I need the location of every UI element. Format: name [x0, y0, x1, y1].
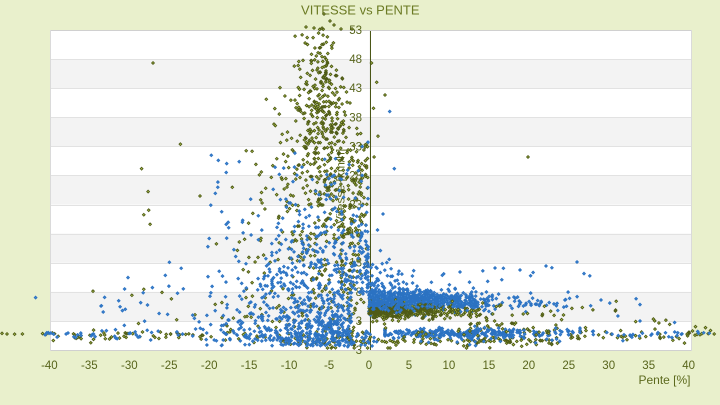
svg-text:VITESSE vs PENTE: VITESSE vs PENTE	[301, 3, 420, 18]
svg-text:-25: -25	[161, 360, 178, 372]
svg-text:5: 5	[406, 360, 412, 372]
svg-text:30: 30	[602, 360, 615, 372]
svg-text:-15: -15	[241, 360, 258, 372]
svg-text:10: 10	[443, 360, 456, 372]
svg-text:48: 48	[349, 54, 362, 66]
svg-text:-10: -10	[281, 360, 298, 372]
svg-text:15: 15	[483, 360, 496, 372]
svg-text:20: 20	[522, 360, 535, 372]
svg-text:3: 3	[356, 345, 362, 357]
svg-text:0: 0	[366, 360, 372, 372]
svg-text:-35: -35	[81, 360, 98, 372]
svg-text:-40: -40	[41, 360, 58, 372]
svg-text:53: 53	[349, 25, 362, 37]
svg-text:-5: -5	[324, 360, 334, 372]
svg-text:35: 35	[642, 360, 655, 372]
svg-text:40: 40	[682, 360, 695, 372]
svg-text:25: 25	[562, 360, 575, 372]
svg-text:-30: -30	[121, 360, 138, 372]
svg-text:Pente [%]: Pente [%]	[638, 373, 690, 387]
svg-text:43: 43	[349, 83, 362, 95]
svg-text:38: 38	[349, 112, 362, 124]
svg-text:-20: -20	[201, 360, 218, 372]
